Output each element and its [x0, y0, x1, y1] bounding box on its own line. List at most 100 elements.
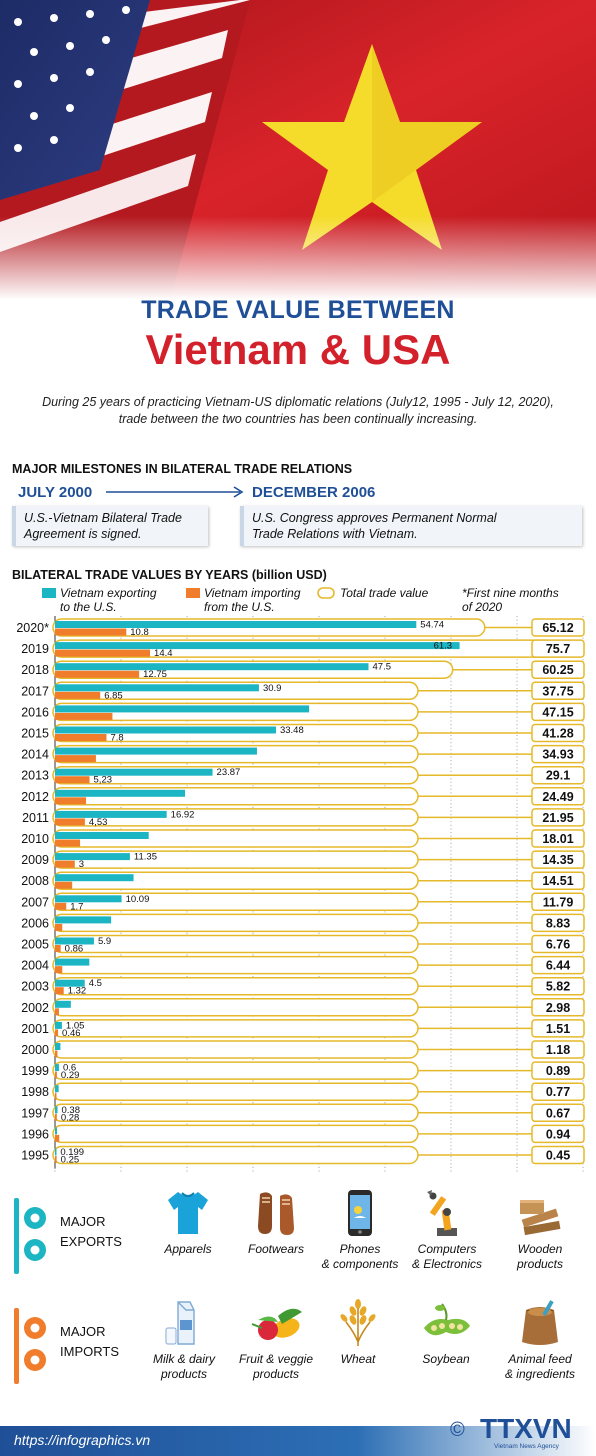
total-value-label: 0.77 — [546, 1085, 570, 1099]
total-value-label: 0.45 — [546, 1149, 570, 1163]
import-value-label: 14.4 — [154, 648, 173, 659]
import-value-label: 12.75 — [143, 669, 167, 680]
import-value-label: 5,23 — [94, 775, 113, 786]
total-value-label: 8.83 — [546, 916, 570, 930]
vegetables-icon — [251, 1308, 302, 1340]
total-value-label: 0.94 — [546, 1127, 570, 1141]
year-label: 1999 — [21, 1064, 49, 1078]
import-bar — [55, 1050, 58, 1058]
total-box — [531, 1145, 585, 1165]
footer-bar — [0, 1426, 596, 1456]
total-bar — [52, 1103, 419, 1123]
total-box — [531, 618, 585, 637]
phone-icon — [348, 1190, 372, 1236]
import-bar — [55, 987, 64, 995]
import-bar — [55, 839, 81, 847]
soybean-icon — [424, 1303, 470, 1336]
total-box — [531, 850, 585, 869]
import-item-fruit: Fruit & veggie products — [228, 1298, 324, 1382]
chart-row: 60.25 47.5 12.75 2018 — [21, 660, 585, 680]
export-bar — [55, 1106, 58, 1114]
export-bar — [55, 642, 460, 650]
export-bar — [55, 684, 259, 692]
total-bar — [52, 1061, 419, 1080]
year-label: 2012 — [21, 790, 49, 804]
total-box — [531, 808, 585, 827]
total-box — [531, 998, 585, 1017]
import-item-feed: Animal feed & ingredients — [492, 1298, 588, 1382]
total-value-label: 2.98 — [546, 1001, 570, 1015]
total-value-label: 41.28 — [542, 727, 573, 741]
year-label: 2018 — [21, 663, 49, 677]
total-box — [531, 829, 585, 848]
total-box — [531, 787, 585, 806]
import-bar — [55, 1092, 57, 1100]
export-bar — [55, 789, 186, 797]
chart-row: 47.15 2016 — [21, 702, 585, 722]
import-bar — [55, 712, 113, 720]
total-box — [531, 702, 585, 722]
import-bar — [55, 881, 73, 889]
export-bar — [55, 895, 122, 903]
total-value-label: 60.25 — [542, 663, 573, 677]
chart-row: 29.1 23.87 5,23 2013 — [21, 765, 585, 786]
import-label-4: Soybean — [422, 1352, 470, 1366]
footer-url-link[interactable]: https://infographics.vn — [14, 1432, 151, 1448]
legend-total-line1: Total trade value — [340, 586, 429, 600]
title-main: Vietnam & USA — [145, 326, 451, 373]
import-bar — [55, 860, 75, 868]
total-box — [531, 934, 585, 954]
gears-icon — [24, 1317, 46, 1371]
total-bar — [52, 1145, 419, 1165]
flags-illustration — [0, 0, 596, 300]
import-label-2b: products — [252, 1367, 300, 1381]
total-value-label: 6.44 — [546, 959, 570, 973]
total-value-label: 34.93 — [542, 748, 573, 762]
chart-row: 0.89 0.60.29 1999 — [21, 1061, 585, 1081]
chart-row: 6.44 2004 — [21, 955, 585, 975]
legend-note-line1: *First nine months — [462, 586, 559, 600]
import-label-1b: products — [160, 1367, 208, 1381]
export-label-5b: products — [516, 1257, 564, 1271]
total-box — [531, 1103, 585, 1123]
wheat-icon — [340, 1299, 376, 1346]
export-value-label: 11.35 — [134, 852, 157, 863]
flags-banner — [0, 0, 596, 300]
export-value-label: 23.87 — [217, 767, 241, 778]
import-bar — [55, 649, 151, 657]
export-bar — [55, 1043, 61, 1050]
feed-sack-icon — [522, 1300, 558, 1345]
milestone-text-1a: U.S.-Vietnam Bilateral Trade — [24, 511, 182, 525]
import-bar — [55, 797, 87, 805]
year-label: 2005 — [21, 938, 49, 952]
total-value-label: 24.49 — [542, 790, 573, 804]
export-bar — [55, 621, 417, 628]
export-bar — [55, 768, 213, 776]
agency-text: Vietnam News Agency — [494, 1443, 560, 1450]
year-label: 2008 — [21, 874, 49, 888]
total-value-label: 5.82 — [546, 980, 570, 994]
logo-text: TTXVN — [480, 1413, 572, 1444]
total-bar — [52, 976, 419, 996]
imports-heading: MAJOR IMPORTS — [60, 1322, 140, 1362]
import-value-label: 1.7 — [70, 901, 83, 912]
import-value-label: 0.46 — [62, 1028, 80, 1039]
import-bar — [55, 691, 101, 699]
year-label: 2014 — [21, 748, 49, 762]
milk-icon — [165, 1301, 195, 1345]
import-value-label: 4,53 — [89, 817, 108, 828]
import-label-1a: Milk & dairy — [152, 1352, 215, 1366]
export-bar — [55, 832, 149, 839]
export-label-3a: Phones — [339, 1242, 381, 1256]
export-label-5a: Wooden — [517, 1242, 563, 1256]
import-bar — [55, 755, 96, 763]
year-label: 2004 — [21, 959, 49, 973]
export-label-4b: & Electronics — [411, 1257, 483, 1271]
legend-imports-line2: from the U.S. — [204, 600, 275, 614]
import-bar — [55, 1029, 59, 1037]
exports-accent-bar — [14, 1198, 19, 1274]
export-value-label: 33.48 — [280, 725, 304, 736]
import-value-label: 1.32 — [68, 986, 87, 997]
export-value-label: 54.74 — [420, 620, 444, 631]
import-bar — [55, 1156, 57, 1163]
